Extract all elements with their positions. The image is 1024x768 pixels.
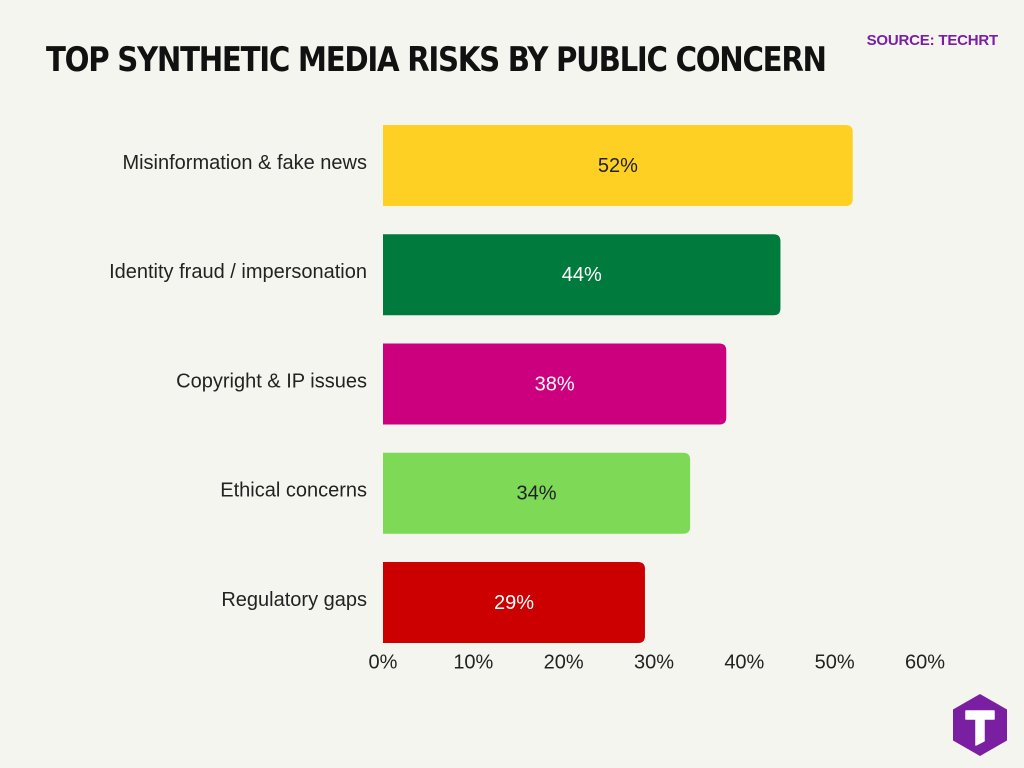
value-labels-layer: 52% 44% 38% 34% 29% bbox=[494, 155, 638, 614]
x-tick-label-50: 50% bbox=[815, 651, 855, 673]
techrt-hexagon-t-icon bbox=[953, 694, 1007, 756]
bar-identity-fraud-impersonation bbox=[383, 234, 781, 316]
data-label-copyright-ip-issues: 38% bbox=[535, 373, 575, 395]
bar-ethical-concerns bbox=[383, 452, 691, 534]
category-label-copyright-ip-issues: Copyright & IP issues bbox=[176, 370, 367, 392]
bar-regulatory-gaps bbox=[383, 562, 645, 643]
data-label-ethical-concerns: 34% bbox=[517, 483, 557, 505]
x-tick-label-30: 30% bbox=[634, 651, 674, 673]
chart-title: TOP SYNTHETIC MEDIA RISKS BY PUBLIC CONC… bbox=[46, 40, 827, 80]
x-tick-label-10: 10% bbox=[453, 651, 493, 673]
category-label-regulatory-gaps: Regulatory gaps bbox=[221, 589, 367, 611]
category-label-misinformation-fake-news: Misinformation & fake news bbox=[122, 152, 367, 174]
x-axis: 0% 10% 20% 30% 40% 50% 60% bbox=[369, 651, 946, 673]
category-labels-layer: Misinformation & fake news Identity fraud… bbox=[109, 152, 367, 611]
data-label-identity-fraud-impersonation: 44% bbox=[562, 264, 602, 286]
bar-copyright-ip-issues bbox=[383, 343, 727, 425]
x-tick-label-0: 0% bbox=[369, 651, 398, 673]
bars-layer bbox=[383, 125, 853, 643]
x-tick-label-40: 40% bbox=[724, 651, 764, 673]
data-label-regulatory-gaps: 29% bbox=[494, 592, 534, 614]
x-tick-label-20: 20% bbox=[544, 651, 584, 673]
bar-misinformation-fake-news bbox=[383, 125, 853, 206]
category-label-ethical-concerns: Ethical concerns bbox=[220, 480, 367, 502]
x-tick-label-60: 60% bbox=[905, 651, 945, 673]
source-label: SOURCE: TECHRT bbox=[866, 32, 999, 49]
data-label-misinformation-fake-news: 52% bbox=[598, 155, 638, 177]
category-label-identity-fraud-impersonation: Identity fraud / impersonation bbox=[109, 261, 367, 283]
